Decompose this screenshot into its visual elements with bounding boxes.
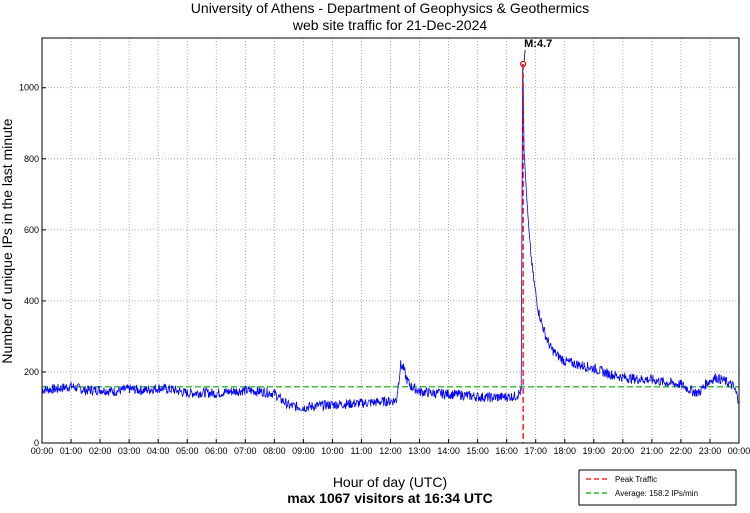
x-tick-label: 00:00 [728, 446, 750, 456]
x-tick-label: 13:00 [408, 446, 431, 456]
x-tick-label: 02:00 [89, 446, 112, 456]
x-tick-label: 14:00 [437, 446, 460, 456]
x-tick-layer: 00:00 01:00 02:00 03:00 04:00 05:00 06:00 07:00… [31, 439, 750, 456]
peak-annotation-pointer [523, 49, 526, 61]
x-tick-label: 00:00 [31, 446, 54, 456]
x-tick-label: 18:00 [553, 446, 576, 456]
x-tick-label: 16:00 [495, 446, 518, 456]
y-tick-label: 600 [24, 225, 39, 235]
x-tick-label: 20:00 [612, 446, 635, 456]
legend: Peak Traffic Average: 158.2 IPs/min [578, 469, 737, 506]
x-tick-label: 01:00 [60, 446, 83, 456]
chart-title-line-2: web site traffic for 21-Dec-2024 [292, 17, 487, 33]
x-tick-label: 15:00 [466, 446, 489, 456]
x-tick-label: 06:00 [205, 446, 228, 456]
x-tick-label: 23:00 [699, 446, 722, 456]
x-tick-label: 12:00 [379, 446, 402, 456]
y-tick-label: 400 [24, 296, 39, 306]
x-tick-label: 08:00 [263, 446, 286, 456]
peak-layer: M:4.7 [520, 38, 552, 443]
y-tick-layer: 0 200 400 600 800 1000 [19, 83, 46, 448]
y-axis-label: Number of unique IPs in the last minute [0, 118, 15, 363]
grid-layer [42, 38, 739, 443]
y-tick-label: 200 [24, 367, 39, 377]
x-tick-label: 04:00 [147, 446, 170, 456]
series-layer [41, 63, 740, 413]
legend-box [578, 469, 737, 506]
y-tick-label: 0 [34, 438, 39, 448]
x-tick-label: 05:00 [176, 446, 199, 456]
x-tick-label: 10:00 [321, 446, 344, 456]
x-tick-label: 21:00 [641, 446, 664, 456]
legend-peak-label: Peak Traffic [615, 475, 657, 484]
x-tick-label: 03:00 [118, 446, 141, 456]
y-tick-label: 1000 [19, 83, 39, 93]
chart-subtitle: max 1067 visitors at 16:34 UTC [287, 490, 492, 506]
x-tick-label: 07:00 [234, 446, 257, 456]
legend-average-label: Average: 158.2 IPs/min [615, 489, 698, 498]
chart-title-line-1: University of Athens - Department of Geo… [191, 0, 589, 16]
x-tick-label: 22:00 [670, 446, 693, 456]
y-tick-label: 800 [24, 154, 39, 164]
series-line-0 [41, 63, 740, 413]
peak-annotation: M:4.7 [524, 38, 552, 50]
peak-point [520, 60, 527, 68]
x-tick-label: 17:00 [524, 446, 547, 456]
x-axis-label: Hour of day (UTC) [333, 474, 447, 490]
x-tick-label: 11:00 [351, 446, 373, 456]
x-tick-label: 09:00 [292, 446, 315, 456]
x-tick-label: 19:00 [583, 446, 606, 456]
